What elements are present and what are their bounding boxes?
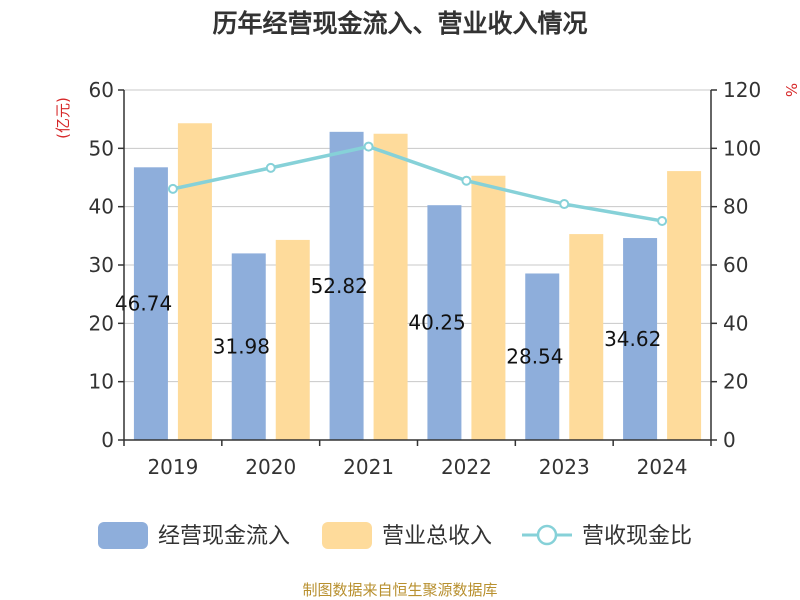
y-right-tick-label: 0 bbox=[723, 428, 736, 452]
bar-revenue bbox=[373, 133, 408, 440]
x-tick-label: 2023 bbox=[539, 455, 590, 479]
bar-cash-inflow bbox=[231, 253, 266, 440]
ratio-point bbox=[461, 175, 472, 186]
bar-revenue bbox=[569, 234, 604, 440]
ratio-line bbox=[167, 141, 668, 226]
bar-revenue bbox=[275, 239, 310, 440]
legend: 经营现金流入 营业总收入 营收现金比 bbox=[98, 522, 692, 549]
data-label: 52.828 bbox=[311, 274, 381, 298]
y-right-tick-label: 20 bbox=[723, 370, 748, 394]
bar-cash-inflow bbox=[427, 205, 462, 440]
y-right-unit: % bbox=[782, 83, 800, 97]
y-left-tick-label: 50 bbox=[89, 136, 114, 160]
data-label: 34.622 bbox=[604, 327, 674, 351]
y-left-unit: (亿元) bbox=[54, 97, 72, 139]
y-right-tick-label: 40 bbox=[723, 311, 748, 335]
x-tick-label: 2022 bbox=[441, 455, 492, 479]
ratio-point bbox=[559, 199, 570, 210]
y-left-tick-label: 10 bbox=[89, 370, 114, 394]
y-left-tick-label: 0 bbox=[101, 428, 114, 452]
legend-ratio-label: 营收现金比 bbox=[582, 524, 692, 549]
bar-revenue bbox=[667, 171, 702, 441]
legend-cash-inflow-swatch bbox=[98, 522, 148, 549]
ratio-point bbox=[167, 183, 178, 194]
x-tick-label: 2020 bbox=[245, 455, 296, 479]
data-label: 28.546 bbox=[506, 345, 576, 369]
x-tick-label: 2019 bbox=[147, 455, 198, 479]
legend-cash-inflow-label: 经营现金流入 bbox=[158, 524, 290, 549]
bars bbox=[133, 123, 702, 441]
bar-cash-inflow bbox=[525, 273, 560, 440]
ratio-point bbox=[657, 215, 668, 226]
bar-revenue bbox=[471, 175, 506, 440]
x-tick-label: 2021 bbox=[343, 455, 394, 479]
y-left-tick-label: 30 bbox=[89, 253, 114, 277]
y-right-tick-label: 60 bbox=[723, 253, 748, 277]
data-label: 46.748 bbox=[115, 292, 185, 316]
bar-cash-inflow bbox=[623, 238, 658, 440]
bar-cash-inflow bbox=[133, 167, 168, 440]
data-label: 31.989 bbox=[213, 335, 283, 359]
y-left-tick-label: 20 bbox=[89, 311, 114, 335]
grid-lines bbox=[124, 89, 711, 383]
bar-cash-inflow bbox=[329, 131, 364, 440]
chart-title: 历年经营现金流入、营业收入情况 bbox=[212, 9, 587, 38]
ratio-point bbox=[363, 141, 374, 152]
ratio-point bbox=[265, 162, 276, 173]
y-right-tick-label: 100 bbox=[723, 136, 761, 160]
legend-revenue-swatch bbox=[322, 522, 372, 549]
y-right-tick-label: 80 bbox=[723, 195, 748, 219]
axes: 0 10 20 30 40 50 60 0 20 40 60 80 100 120 2019 2020 2021… bbox=[89, 78, 762, 479]
y-left-tick-label: 60 bbox=[89, 78, 114, 102]
source-note: 制图数据来自恒生聚源数据库 bbox=[302, 581, 497, 599]
y-left-tick-label: 40 bbox=[89, 195, 114, 219]
y-right-tick-label: 120 bbox=[723, 78, 761, 102]
legend-revenue-label: 营业总收入 bbox=[382, 524, 492, 549]
bar-revenue bbox=[177, 123, 212, 440]
legend-ratio-marker bbox=[536, 524, 558, 546]
data-label: 40.251 bbox=[408, 311, 478, 335]
x-tick-label: 2024 bbox=[637, 455, 688, 479]
ratio-line-path bbox=[172, 144, 663, 223]
